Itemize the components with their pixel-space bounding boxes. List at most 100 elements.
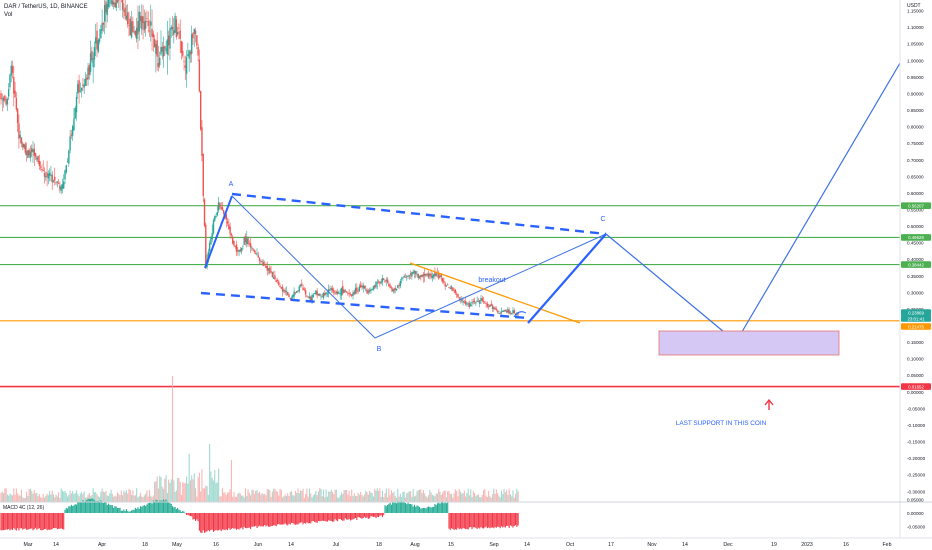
time-label[interactable]: 14 <box>524 542 530 548</box>
candle <box>362 282 364 293</box>
time-label[interactable]: Feb <box>883 542 892 548</box>
macd-label[interactable]: MACD 4C (12, 26) <box>3 505 44 511</box>
macd-bar <box>212 513 215 532</box>
volume-bar <box>45 495 47 502</box>
wave-bc-line[interactable] <box>374 233 607 339</box>
volume-bar <box>175 490 177 502</box>
candle <box>196 35 198 50</box>
time-label[interactable]: 17 <box>608 542 614 548</box>
label-a[interactable]: A <box>229 181 234 188</box>
volume-bar <box>365 490 367 502</box>
volume-bar <box>168 479 170 502</box>
candle <box>128 11 130 37</box>
time-label[interactable]: Sep <box>489 542 498 548</box>
label-c[interactable]: C <box>600 216 605 223</box>
volume-bar <box>24 497 26 502</box>
macd-bar <box>120 510 122 513</box>
time-label[interactable]: 16 <box>843 542 849 548</box>
time-label[interactable]: Dec <box>723 542 733 548</box>
volume-bar <box>64 490 66 502</box>
time-label[interactable]: May <box>172 542 182 548</box>
time-label[interactable]: Mar <box>24 542 33 548</box>
volume-bar <box>147 496 149 502</box>
macd-bar <box>293 513 295 525</box>
candle <box>78 74 80 104</box>
candle <box>237 247 239 256</box>
wave-ab-line[interactable] <box>231 195 376 339</box>
candle <box>16 108 19 133</box>
price-badge[interactable]: 0.38442 <box>901 261 931 268</box>
price-badge[interactable]: 0.23869 <box>901 309 931 316</box>
candle <box>166 20 169 75</box>
macd-bar <box>260 513 262 527</box>
symbol-title[interactable]: DAR / TetherUS, 1D, BINANCE <box>4 4 88 10</box>
volume-bar <box>74 493 76 502</box>
volume-bar <box>320 488 322 502</box>
time-label[interactable]: Jul <box>333 542 340 548</box>
macd-bar <box>312 513 314 521</box>
candle <box>511 312 513 315</box>
macd-bar <box>242 513 244 530</box>
projection-leg-1[interactable] <box>527 233 607 324</box>
time-label[interactable]: 14 <box>682 542 688 548</box>
candle <box>86 74 88 87</box>
time-label[interactable]: 18 <box>142 542 148 548</box>
macd-bar <box>24 513 26 529</box>
time-label[interactable]: Oct <box>566 542 575 548</box>
projection-leg-2[interactable] <box>605 233 737 343</box>
volume-bar <box>289 491 291 502</box>
macd-bar <box>27 513 29 530</box>
candle <box>468 300 471 309</box>
time-label[interactable]: 19 <box>771 542 777 548</box>
price-axis-unit: USDT <box>907 3 921 9</box>
time-label[interactable]: 14 <box>288 542 294 548</box>
volume-label[interactable]: Vol <box>4 12 13 18</box>
target-zone-box[interactable] <box>658 330 840 356</box>
volume-bar <box>101 488 103 502</box>
volume-bar <box>14 494 16 502</box>
upper-channel-line[interactable] <box>231 192 607 236</box>
lower-channel-line[interactable] <box>200 291 529 320</box>
volume-bar <box>343 490 345 502</box>
macd-bar <box>326 513 328 522</box>
projection-leg-3[interactable] <box>735 57 904 343</box>
time-label[interactable]: Apr <box>98 542 106 548</box>
volume-bar <box>330 489 332 502</box>
time-label[interactable]: 15 <box>448 542 454 548</box>
volume-bar <box>257 493 259 502</box>
price-badge[interactable]: 0.56207 <box>901 202 931 209</box>
macd-bar <box>0 513 2 531</box>
macd-bar <box>32 513 34 531</box>
time-label[interactable]: Nov <box>647 542 657 548</box>
macd-bar <box>43 513 46 530</box>
volume-bar <box>339 495 341 502</box>
time-label[interactable]: 14 <box>53 542 59 548</box>
volume-bar <box>26 491 28 502</box>
price-badge[interactable]: 0.46626 <box>901 234 931 241</box>
time-axis-labels[interactable]: Mar 14 Apr 18 May 16 Jun 14 Jul 18 Aug 15 Sep 14 Oct 17… <box>24 542 892 548</box>
macd-bar <box>380 513 382 516</box>
macd-bar <box>35 513 37 528</box>
price-badge[interactable]: 0.01652 <box>901 383 931 390</box>
time-label[interactable]: 18 <box>376 542 382 548</box>
time-label[interactable]: Jun <box>254 542 262 548</box>
last-support-label[interactable]: LAST SUPPORT IN THIS COIN <box>676 420 767 427</box>
time-label[interactable]: Aug <box>410 542 419 548</box>
price-badge[interactable]: 23:01:41 <box>901 315 931 322</box>
label-b[interactable]: B <box>377 346 382 353</box>
impulse-line[interactable] <box>204 195 233 269</box>
volume-bar <box>380 496 382 502</box>
volume-bar <box>209 444 211 502</box>
candle <box>51 170 53 190</box>
breakout-trendline[interactable] <box>409 262 581 324</box>
breakout-label[interactable]: breakout <box>478 277 505 284</box>
price-tick-label: 0.85000 <box>907 108 924 113</box>
candle <box>457 293 459 298</box>
time-label[interactable]: 16 <box>213 542 219 548</box>
candle <box>335 290 338 295</box>
time-label[interactable]: 2023 <box>801 542 813 548</box>
up-arrow[interactable] <box>764 398 774 410</box>
price-axis-panel[interactable] <box>900 0 932 538</box>
price-badge[interactable]: 0.21475 <box>901 323 931 330</box>
